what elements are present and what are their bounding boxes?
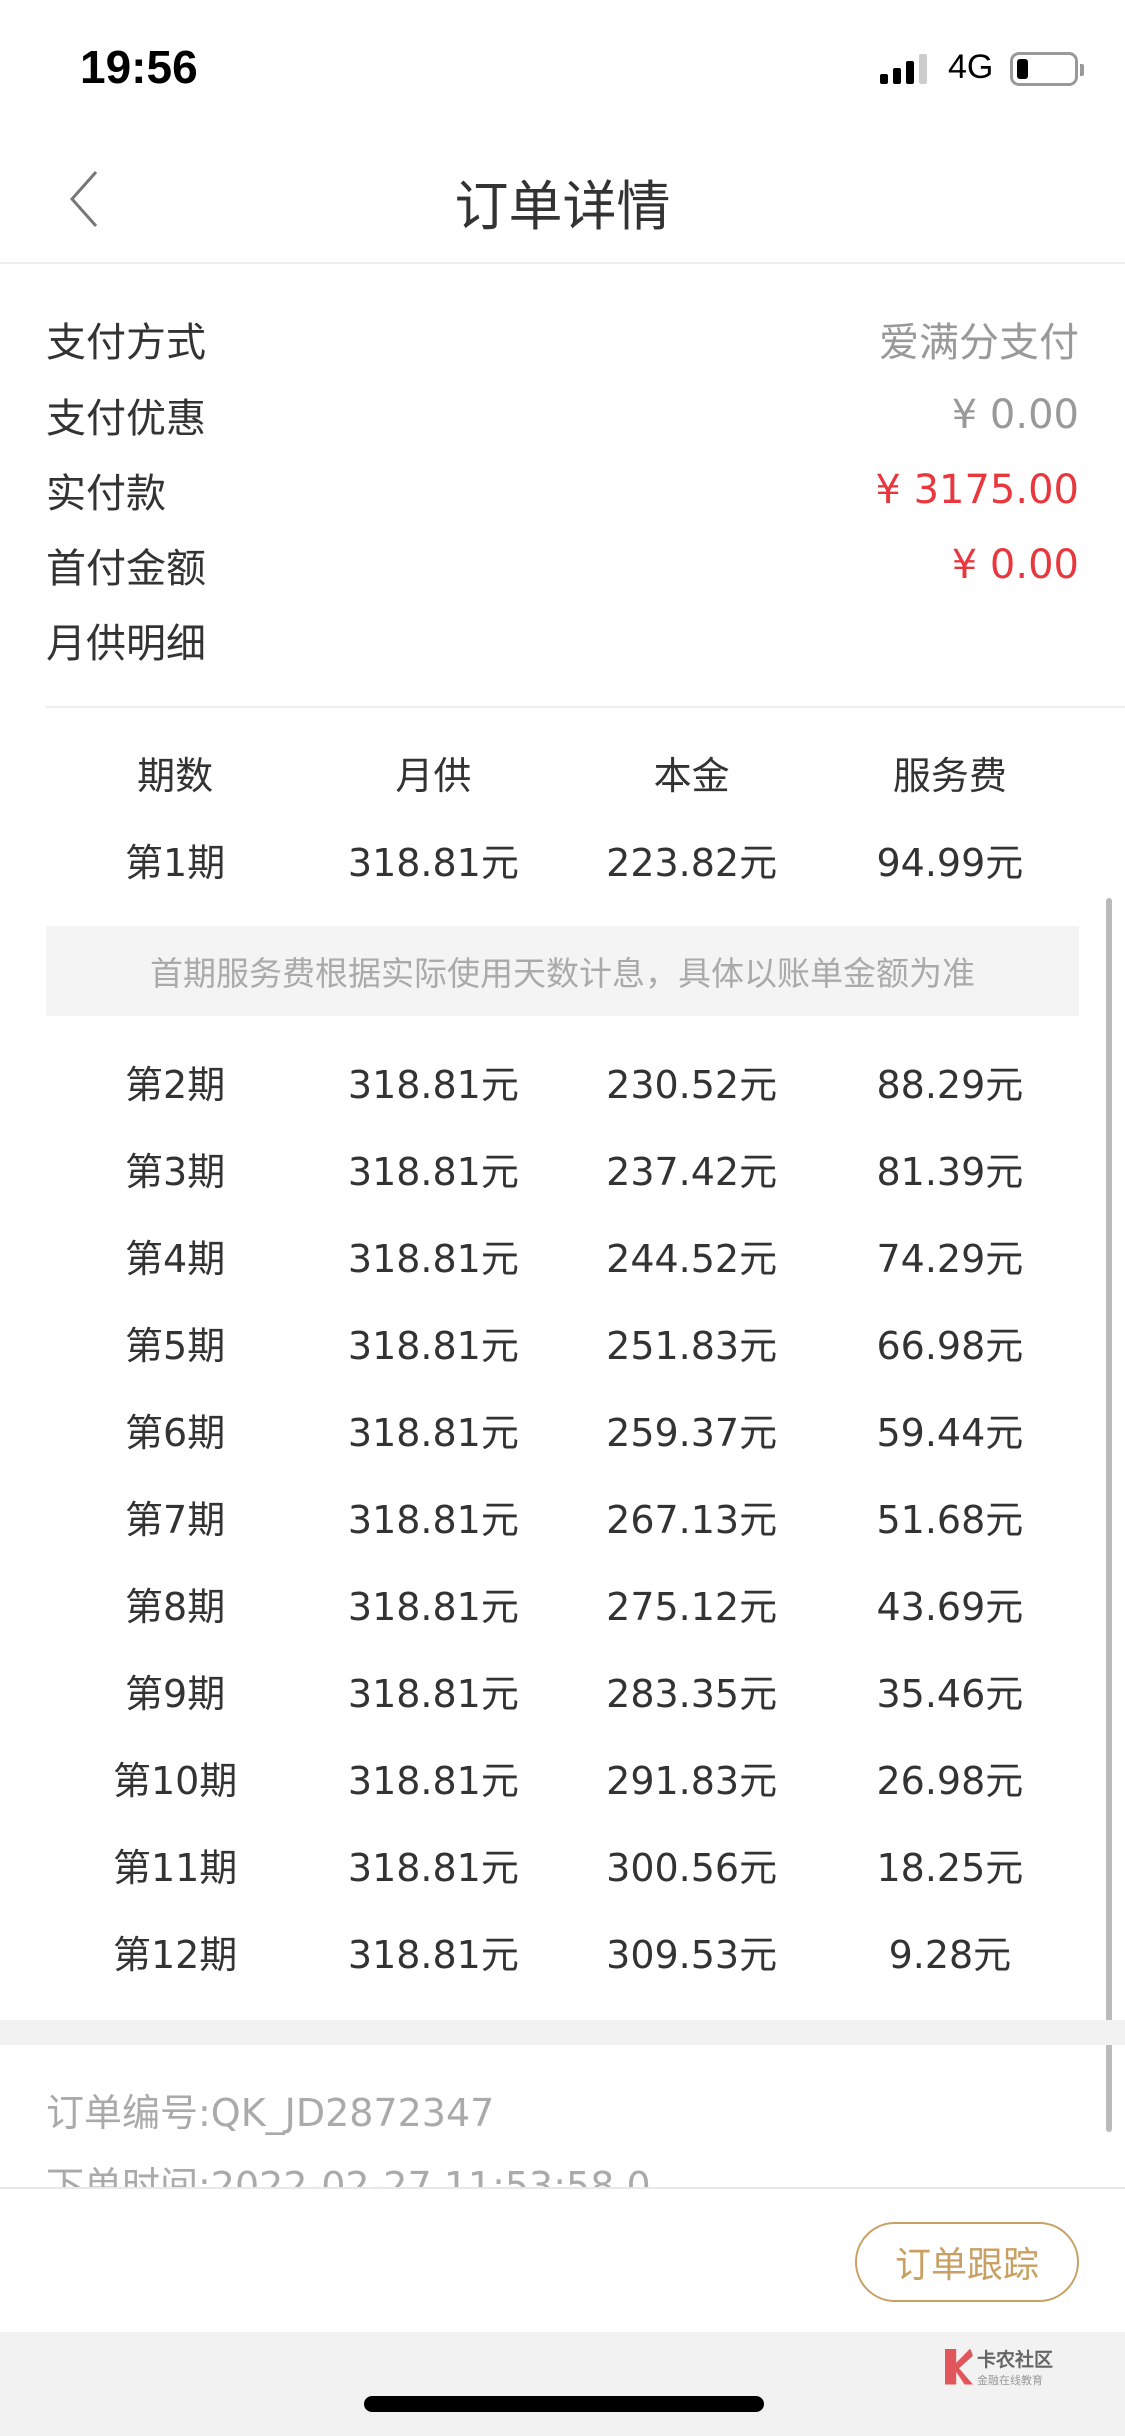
table-cell: 318.81元 [347,1758,519,1803]
column-header: 服务费 [892,753,1007,798]
table-cell: 318.81元 [347,1932,519,1977]
table-cell: 318.81元 [347,1062,519,1107]
table-cell: 275.12元 [606,1584,778,1629]
table-row: 第10期 318.81元 291.83元 26.98元 [46,1742,1079,1812]
table-row: 第9期 318.81元 283.35元 35.46元 [46,1655,1079,1725]
table-row: 第6期 318.81元 259.37元 59.44元 [46,1394,1079,1464]
back-button[interactable] [66,168,116,228]
down-payment-row: 首付金额 ¥ 0.00 [46,535,1079,595]
table-cell: 237.42元 [606,1149,778,1194]
table-cell: 第7期 [125,1497,226,1542]
table-row: 第2期 318.81元 230.52元 88.29元 [46,1046,1079,1116]
scrollbar[interactable] [1106,898,1112,2132]
watermark-name: 卡农社区 [977,2349,1054,2371]
payment-method-row: 支付方式 爱满分支付 [46,309,1079,369]
column-header: 期数 [137,753,214,798]
monthly-detail-row: 月供明细 [46,610,1079,670]
table-cell: 第9期 [125,1671,226,1716]
table-cell: 223.82元 [606,840,778,885]
paid-amount-row: 实付款 ¥ 3175.00 [46,460,1079,520]
network-type: 4G [948,48,994,86]
table-cell: 第8期 [125,1584,226,1629]
table-cell: 51.68元 [876,1497,1024,1542]
table-cell: 第12期 [112,1932,238,1977]
table-cell: 318.81元 [347,1671,519,1716]
value: ¥ 0.00 [951,392,1079,438]
status-time: 19:56 [80,41,198,93]
order-tracking-button[interactable]: 订单跟踪 [855,2222,1079,2302]
table-cell: 318.81元 [347,1149,519,1194]
value: ¥ 3175.00 [875,467,1079,513]
signal-icon [880,54,927,84]
label: 首付金额 [46,546,206,592]
table-cell: 第4期 [125,1236,226,1281]
battery-icon [1010,52,1084,86]
label: 实付款 [46,471,166,517]
table-row: 第5期 318.81元 251.83元 66.98元 [46,1307,1079,1377]
table-cell: 267.13元 [606,1497,778,1542]
column-header: 本金 [653,753,730,798]
table-cell: 第1期 [125,840,226,885]
table-row: 第7期 318.81元 267.13元 51.68元 [46,1481,1079,1551]
table-cell: 59.44元 [876,1410,1024,1455]
discount-row: 支付优惠 ¥ 0.00 [46,385,1079,445]
table-cell: 259.37元 [606,1410,778,1455]
table-cell: 第11期 [112,1845,238,1890]
table-cell: 第2期 [125,1062,226,1107]
watermark-tagline: 金融在线教育 [977,2374,1043,2387]
table-cell: 244.52元 [606,1236,778,1281]
value: ¥ 0.00 [951,542,1079,588]
table-cell: 318.81元 [347,1236,519,1281]
table-cell: 318.81元 [347,1497,519,1542]
table-row: 第8期 318.81元 275.12元 43.69元 [46,1568,1079,1638]
table-cell: 230.52元 [606,1062,778,1107]
table-cell: 18.25元 [876,1845,1024,1890]
table-cell: 43.69元 [876,1584,1024,1629]
table-cell: 291.83元 [606,1758,778,1803]
section-separator [0,2020,1125,2045]
table-cell: 251.83元 [606,1323,778,1368]
watermark: 卡农社区金融在线教育 [945,2345,1053,2388]
divider [0,262,1125,264]
table-cell: 283.35元 [606,1671,778,1716]
footer [0,2332,1125,2436]
watermark-logo-icon [945,2348,973,2385]
label: 月供明细 [46,621,206,667]
column-header: 月供 [395,753,472,798]
page-title: 订单详情 [454,175,671,238]
table-cell: 9.28元 [888,1932,1012,1977]
table-header: 期数 月供 本金 服务费 [46,737,1079,807]
table-cell: 309.53元 [606,1932,778,1977]
chevron-left-icon [69,171,98,227]
table-cell: 第3期 [125,1149,226,1194]
table-cell: 66.98元 [876,1323,1024,1368]
table-row: 第12期 318.81元 309.53元 9.28元 [46,1916,1079,1986]
table-cell: 26.98元 [876,1758,1024,1803]
table-row: 第11期 318.81元 300.56元 18.25元 [46,1829,1079,1899]
home-indicator[interactable] [364,2396,764,2412]
table-cell: 81.39元 [876,1149,1024,1194]
table-row: 第4期 318.81元 244.52元 74.29元 [46,1220,1079,1290]
divider [46,706,1125,708]
table-cell: 第5期 [125,1323,226,1368]
table-cell: 35.46元 [876,1671,1024,1716]
table-row: 第1期 318.81元 223.82元 94.99元 [46,824,1079,894]
table-cell: 318.81元 [347,1410,519,1455]
table-cell: 300.56元 [606,1845,778,1890]
table-cell: 第10期 [112,1758,238,1803]
table-cell: 74.29元 [876,1236,1024,1281]
table-cell: 318.81元 [347,840,519,885]
table-cell: 94.99元 [876,840,1024,885]
table-cell: 318.81元 [347,1323,519,1368]
table-cell: 318.81元 [347,1584,519,1629]
label: 支付方式 [46,320,206,366]
first-period-note: 首期服务费根据实际使用天数计息，具体以账单金额为准 [46,926,1079,1016]
table-cell: 88.29元 [876,1062,1024,1107]
table-row: 第3期 318.81元 237.42元 81.39元 [46,1133,1079,1203]
label: 支付优惠 [46,396,206,442]
value: 爱满分支付 [879,320,1079,366]
table-cell: 318.81元 [347,1845,519,1890]
order-number: 订单编号:QK_JD2872347 [46,2091,495,2135]
table-cell: 第6期 [125,1410,226,1455]
